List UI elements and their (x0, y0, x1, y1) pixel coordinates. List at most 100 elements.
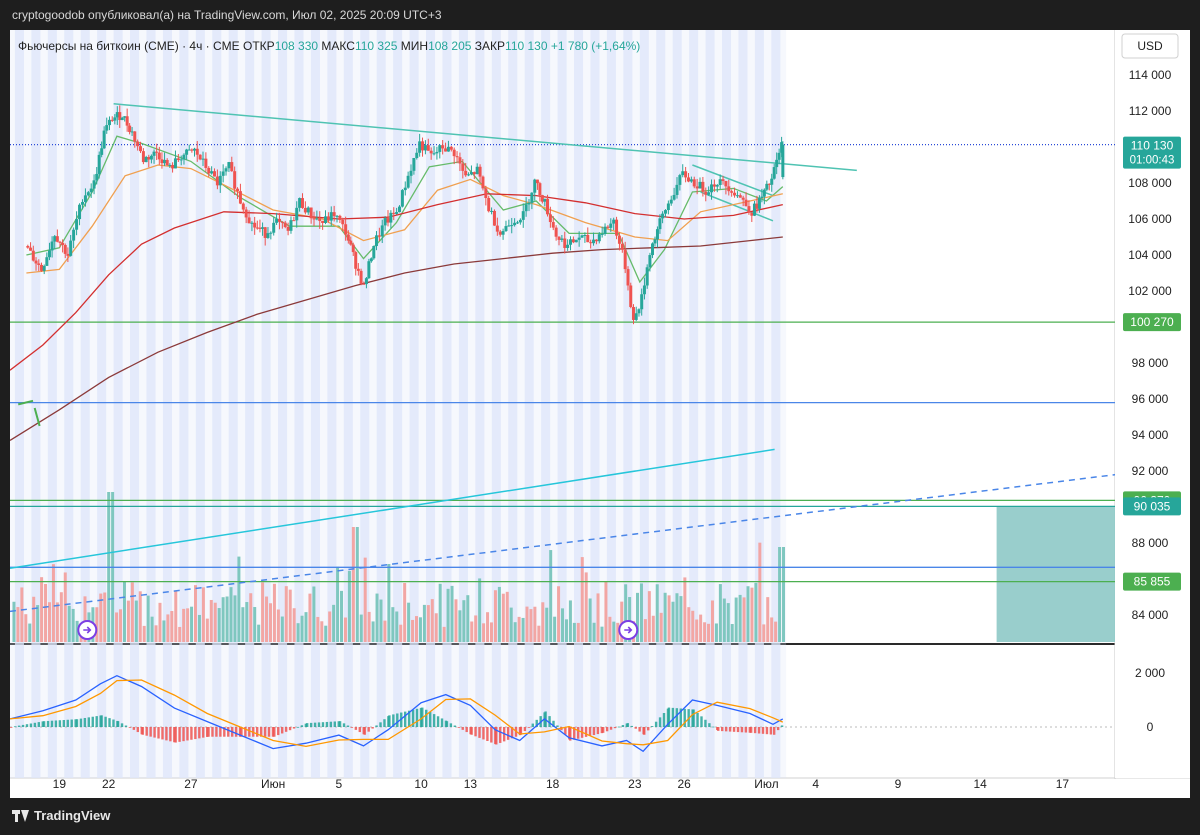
candle-body (530, 192, 534, 203)
candle-body (185, 149, 189, 155)
candle-body (263, 227, 267, 238)
macd-bar (317, 722, 321, 727)
macd-bar (194, 727, 197, 740)
history-shade (10, 30, 787, 778)
volume-bar (726, 603, 730, 642)
macd-bar (749, 727, 753, 733)
session-stripe (179, 30, 189, 778)
tradingview-logo[interactable]: TradingView (12, 808, 110, 823)
session-stripe (278, 30, 288, 778)
candle-body (492, 210, 496, 226)
candle-body (710, 184, 714, 193)
macd-bar (383, 719, 386, 727)
candle-body (326, 216, 330, 221)
candle-body (527, 202, 531, 205)
macd-bar (658, 717, 662, 727)
currency-selector[interactable]: USD (1121, 33, 1179, 59)
macd-bar (271, 727, 275, 737)
candle-body (770, 178, 774, 185)
volume-bar (710, 600, 714, 642)
candle-body (515, 222, 519, 224)
macd-bar (696, 712, 699, 727)
candle-body (176, 158, 180, 160)
volume-bar (32, 596, 36, 642)
volume-bar (679, 596, 683, 642)
macd-bar (74, 719, 77, 727)
candle-body (484, 188, 488, 199)
candle-body (681, 171, 685, 176)
volume-bar (95, 607, 99, 642)
candle-body (730, 191, 734, 193)
candle-body (258, 227, 262, 229)
macd-bar (708, 723, 711, 727)
volume-bar (454, 599, 458, 642)
volume-bar (399, 624, 403, 642)
volume-bar (474, 615, 478, 642)
macd-tick-label: 0 (1147, 720, 1154, 734)
macd-bar (33, 722, 37, 727)
price-tick-label: 104 000 (1128, 248, 1172, 262)
time-axis: 19 22 27 Июн 5 10 13 18 23 26 Июл 4 9 14 17 (10, 777, 1190, 798)
macd-bar (305, 723, 309, 727)
candle-body (637, 309, 641, 314)
volume-bar (533, 606, 537, 642)
macd-bar (375, 725, 378, 727)
candle-body (346, 234, 350, 241)
macd-bar (621, 725, 625, 727)
macd-bar (436, 716, 440, 727)
candle-body (201, 158, 205, 160)
volume-bar (403, 583, 407, 642)
volume-bar (489, 622, 493, 642)
macd-bar (647, 727, 650, 731)
candle-body (275, 218, 279, 223)
ohlc-value: 108 330 (275, 39, 319, 53)
macd-bar (240, 727, 243, 737)
volume-bar (411, 619, 415, 642)
macd-bar (238, 727, 242, 737)
moving-average-line (26, 164, 783, 274)
macd-bar (753, 727, 757, 734)
macd-bar (108, 718, 111, 727)
macd-bar (358, 727, 362, 733)
macd-bar (415, 708, 419, 727)
macd-bar (683, 708, 686, 727)
volume-bar (284, 586, 288, 642)
macd-bar (215, 727, 218, 737)
macd-bar (748, 727, 752, 733)
volume-bar (707, 623, 711, 642)
volume-bar (241, 607, 245, 642)
candle-body (686, 177, 690, 182)
volume-bar (466, 595, 470, 642)
macd-bar (692, 709, 695, 727)
volume-bar (288, 589, 292, 642)
macd-bar (132, 727, 136, 730)
macd-line (10, 674, 784, 753)
volume-bar (596, 593, 600, 642)
macd-bar (662, 713, 666, 727)
volume-bar (486, 612, 490, 642)
volume-bar (253, 607, 257, 642)
volume-bar (312, 586, 316, 642)
volume-bar (549, 550, 553, 642)
candle-body (253, 222, 257, 228)
macd-bar (712, 726, 715, 728)
macd-bar (388, 715, 391, 727)
candle-body (592, 239, 596, 244)
candle-body (128, 125, 132, 133)
session-stripe (130, 30, 140, 778)
volume-bar (142, 625, 146, 642)
candle-body (195, 148, 199, 155)
candle-body (689, 179, 693, 182)
macd-bar (296, 726, 300, 728)
volume-bar (237, 556, 241, 642)
macd-bar (490, 727, 493, 743)
macd-bar (630, 725, 633, 727)
volume-bar (158, 602, 162, 642)
candle-body (83, 195, 87, 203)
candle-body (490, 210, 494, 212)
candle-body (651, 243, 655, 256)
ohlc-value: МИН (397, 39, 428, 53)
candle-body (118, 112, 122, 121)
